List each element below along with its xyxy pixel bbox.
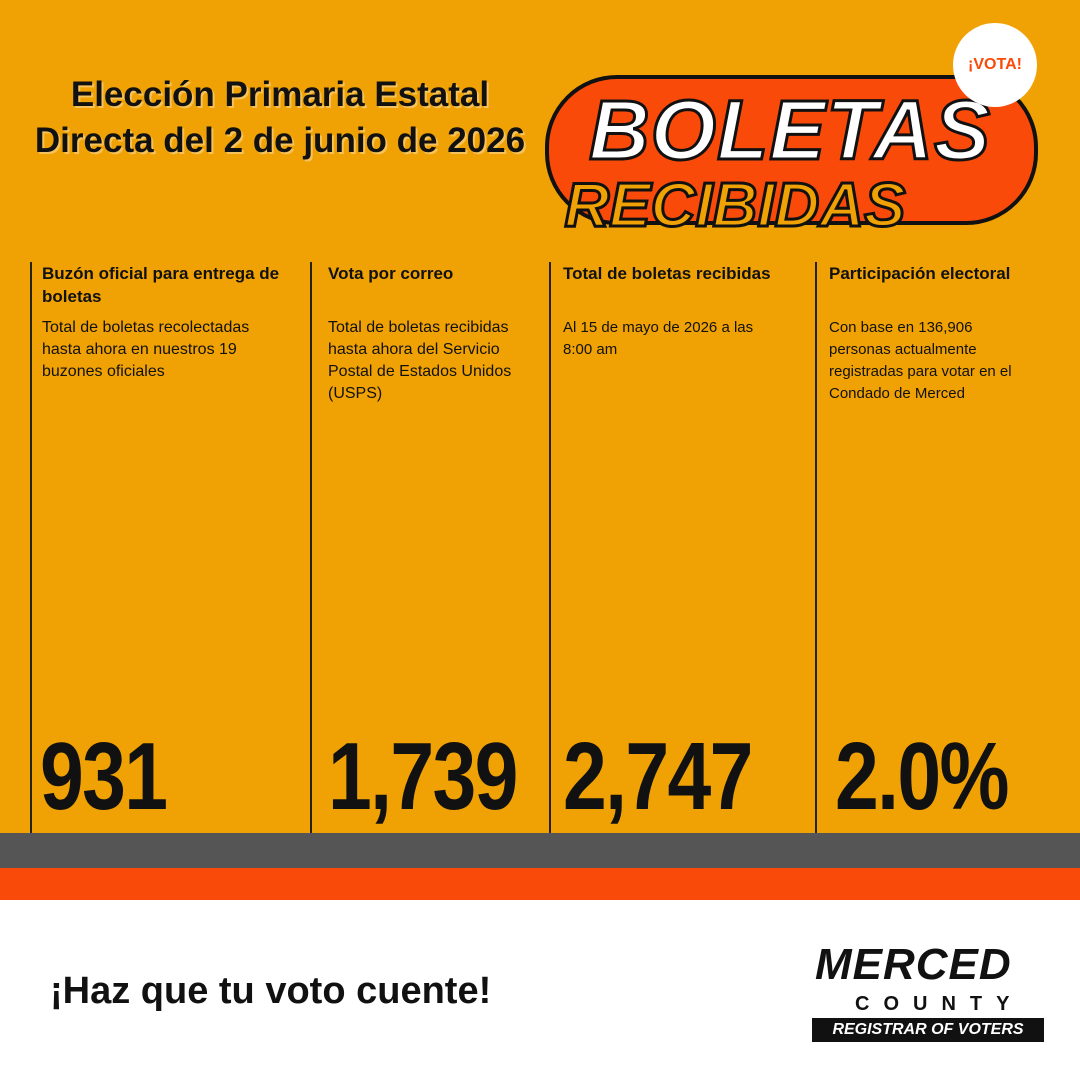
logo-county: COUNTY — [855, 993, 1024, 1015]
column-description: Al 15 de mayo de 2026 a las 8:00 am — [563, 319, 754, 358]
column-heading: Total de boletas recibidas — [563, 264, 771, 283]
gray-band — [0, 833, 1080, 868]
column-heading: Participación electoral — [829, 264, 1011, 283]
column: Buzón oficial para entrega de boletas To… — [30, 262, 279, 833]
column-heading: Buzón oficial para entrega de boletas — [42, 264, 280, 306]
slogan: ¡Haz que tu voto cuente! — [50, 970, 492, 1012]
banner-line2: RECIBIDAS — [563, 170, 907, 242]
column: Vota por correo Total de boletas recibid… — [310, 262, 518, 833]
badge: ¡VOTA! — [953, 23, 1037, 107]
column-value: 2.0% — [835, 723, 1010, 830]
column-description: Total de boletas recolectadas hasta ahor… — [42, 319, 250, 380]
column-value: 2,747 — [563, 723, 753, 830]
column-description: Total de boletas recibidas hasta ahora d… — [328, 319, 512, 402]
logo-office: REGISTRAR OF VOTERS — [812, 1018, 1044, 1042]
orange-band — [0, 868, 1080, 900]
logo-name: MERCED — [815, 940, 1012, 989]
banner-line1: BOLETAS — [587, 82, 992, 179]
column-heading: Vota por correo — [328, 264, 454, 283]
footer-area — [0, 900, 1080, 1080]
column-value: 1,739 — [328, 723, 518, 830]
column: Participación electoral Con base en 136,… — [815, 262, 1012, 833]
column-description: Con base en 136,906 personas actualmente… — [829, 319, 1012, 402]
banner-pill — [545, 75, 1038, 225]
column-value: 931 — [40, 723, 168, 830]
title: Elección Primaria Estatal Directa del 2 … — [34, 75, 526, 160]
column: Total de boletas recibidas Al 15 de mayo… — [549, 262, 771, 833]
